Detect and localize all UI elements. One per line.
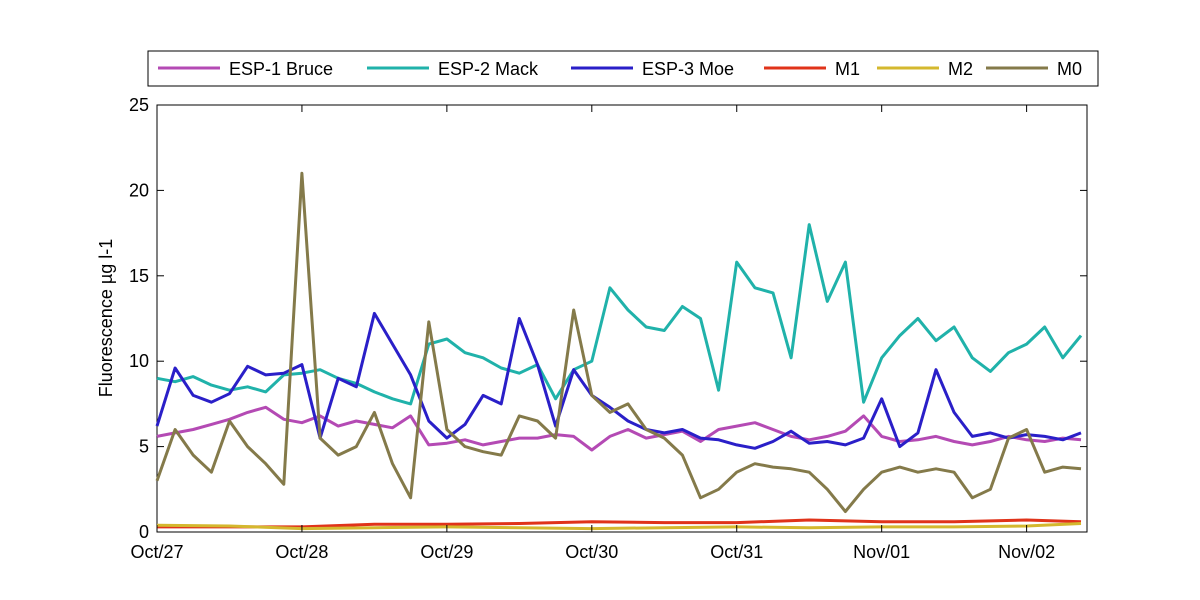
series-line-2 bbox=[156, 223, 1083, 406]
series-layer bbox=[155, 171, 1083, 531]
series-line-4 bbox=[157, 518, 1082, 529]
x-tick-label: Nov/02 bbox=[998, 542, 1055, 562]
series-line-5 bbox=[156, 522, 1082, 531]
axes: 0 5 10 15 20 25 Oct/27 Oct/28 Oct/29 Oct/30 Oct/31… bbox=[129, 95, 1087, 562]
series-line-6 bbox=[155, 171, 1082, 513]
legend: ESP-1 Bruce ESP-2 Mack ESP-3 Moe M1 M2 M0 bbox=[147, 50, 1099, 87]
x-tick-label: Oct/29 bbox=[420, 542, 473, 562]
y-tick-label: 5 bbox=[139, 437, 149, 457]
legend-label-3: ESP-3 Moe bbox=[642, 59, 734, 79]
legend-label-6: M0 bbox=[1057, 59, 1082, 79]
x-tick-label: Oct/30 bbox=[565, 542, 618, 562]
y-axis-label: Fluorescence µg l-1 bbox=[96, 239, 116, 397]
x-tick-label: Nov/01 bbox=[853, 542, 910, 562]
x-tick-label: Oct/31 bbox=[710, 542, 763, 562]
plot-area bbox=[156, 104, 1088, 533]
series-line-1 bbox=[156, 405, 1082, 452]
y-tick-label: 10 bbox=[129, 351, 149, 371]
legend-label-5: M2 bbox=[948, 59, 973, 79]
y-tick-label: 15 bbox=[129, 266, 149, 286]
series-line-3 bbox=[155, 311, 1082, 450]
y-tick-label: 0 bbox=[139, 522, 149, 542]
x-tick-label: Oct/27 bbox=[130, 542, 183, 562]
legend-label-2: ESP-2 Mack bbox=[438, 59, 539, 79]
y-tick-label: 20 bbox=[129, 180, 149, 200]
legend-label-1: ESP-1 Bruce bbox=[229, 59, 333, 79]
x-tick-label: Oct/28 bbox=[275, 542, 328, 562]
legend-label-4: M1 bbox=[835, 59, 860, 79]
y-tick-label: 25 bbox=[129, 95, 149, 115]
